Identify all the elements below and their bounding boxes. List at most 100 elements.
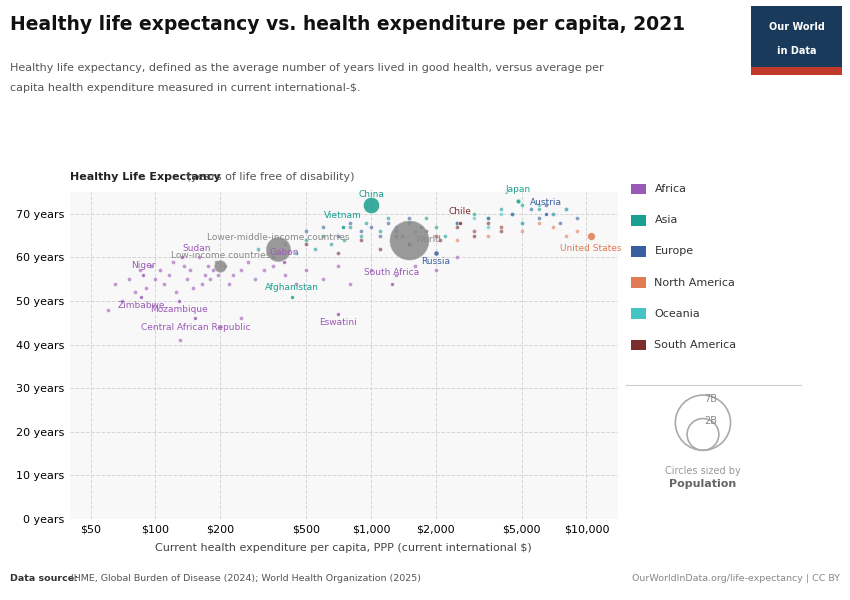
Point xyxy=(438,231,451,241)
Text: Sudan: Sudan xyxy=(182,244,211,253)
Point xyxy=(196,279,209,289)
Point xyxy=(540,200,553,210)
Point xyxy=(388,231,402,241)
Point xyxy=(139,283,152,293)
FancyBboxPatch shape xyxy=(751,67,842,75)
X-axis label: Current health expenditure per capita, PPP (current international $): Current health expenditure per capita, P… xyxy=(156,543,532,553)
Point xyxy=(467,209,480,218)
Point xyxy=(481,222,495,232)
Point xyxy=(299,226,313,236)
Text: Population: Population xyxy=(669,479,737,488)
Point xyxy=(429,231,443,241)
Text: Our World: Our World xyxy=(768,22,824,32)
Point xyxy=(235,266,248,275)
Point xyxy=(373,231,387,241)
Text: Oceania: Oceania xyxy=(654,309,700,319)
Point xyxy=(248,274,262,284)
Text: 7B: 7B xyxy=(705,394,717,404)
Point xyxy=(402,239,416,249)
Point xyxy=(364,200,377,210)
Point xyxy=(193,253,207,262)
Point xyxy=(373,226,387,236)
Point xyxy=(494,209,507,218)
Point xyxy=(419,226,433,236)
Point xyxy=(467,226,480,236)
Point xyxy=(285,292,298,301)
Point xyxy=(395,231,409,241)
Point xyxy=(128,287,141,297)
Text: Niger: Niger xyxy=(131,262,156,271)
Point xyxy=(360,218,373,227)
Point xyxy=(532,218,546,227)
Point xyxy=(481,214,495,223)
Point xyxy=(331,248,344,258)
Point xyxy=(532,200,546,210)
Text: Healthy life expectancy vs. health expenditure per capita, 2021: Healthy life expectancy vs. health expen… xyxy=(10,15,685,34)
Text: capita health expenditure measured in current international-$.: capita health expenditure measured in cu… xyxy=(10,83,360,93)
Point xyxy=(108,279,122,289)
Point xyxy=(331,309,344,319)
Point xyxy=(289,279,303,289)
Text: Healthy life expectancy, defined as the average number of years lived in good he: Healthy life expectancy, defined as the … xyxy=(10,63,604,73)
Point xyxy=(218,262,232,271)
Point xyxy=(414,222,428,232)
Text: Austria: Austria xyxy=(530,198,562,207)
Point xyxy=(175,253,189,262)
Text: Asia: Asia xyxy=(654,215,677,225)
Text: 2B: 2B xyxy=(705,416,717,426)
Point xyxy=(381,214,394,223)
Point xyxy=(316,231,330,241)
Point xyxy=(505,209,518,218)
Point xyxy=(316,222,330,232)
Point xyxy=(494,222,507,232)
Point xyxy=(209,257,223,266)
Point xyxy=(547,209,560,218)
Text: North America: North America xyxy=(654,278,735,287)
Point xyxy=(540,209,553,218)
Point xyxy=(227,270,241,280)
Point xyxy=(402,239,416,249)
Point xyxy=(515,200,529,210)
Text: Circles sized by: Circles sized by xyxy=(665,466,741,476)
Point xyxy=(429,248,443,258)
Point xyxy=(299,235,313,245)
Point xyxy=(211,270,224,280)
Point xyxy=(271,244,285,253)
Point xyxy=(299,239,313,249)
Point xyxy=(241,257,255,266)
Text: World: World xyxy=(416,235,442,244)
Text: Vietnam: Vietnam xyxy=(324,211,361,220)
Point xyxy=(354,226,368,236)
Text: South Africa: South Africa xyxy=(365,268,419,277)
Point xyxy=(189,314,202,323)
Point xyxy=(122,274,135,284)
Text: in Data: in Data xyxy=(777,46,816,56)
Point xyxy=(494,205,507,214)
Text: Eswatini: Eswatini xyxy=(319,319,356,328)
Text: Lower-middle-income countries: Lower-middle-income countries xyxy=(207,233,349,242)
Point xyxy=(515,226,529,236)
Point xyxy=(373,244,387,253)
Text: Gabon: Gabon xyxy=(269,248,298,257)
Point xyxy=(149,274,162,284)
Text: United States: United States xyxy=(560,244,622,253)
Point xyxy=(450,218,463,227)
Point xyxy=(331,262,344,271)
Point xyxy=(213,322,227,332)
Point xyxy=(419,214,433,223)
Point xyxy=(266,262,280,271)
Point xyxy=(144,262,157,271)
Point xyxy=(515,218,529,227)
Point xyxy=(252,244,265,253)
Text: (years of life free of disability): (years of life free of disability) xyxy=(183,172,354,182)
Text: IHME, Global Burden of Disease (2024); World Health Organization (2025): IHME, Global Burden of Disease (2024); W… xyxy=(68,574,421,583)
Text: Zimbabwe: Zimbabwe xyxy=(117,301,165,310)
Point xyxy=(450,222,463,232)
Point xyxy=(198,270,212,280)
Point xyxy=(481,231,495,241)
Point xyxy=(532,205,546,214)
Point xyxy=(169,287,183,297)
Point xyxy=(277,257,291,266)
Point xyxy=(343,218,357,227)
Point xyxy=(429,266,443,275)
